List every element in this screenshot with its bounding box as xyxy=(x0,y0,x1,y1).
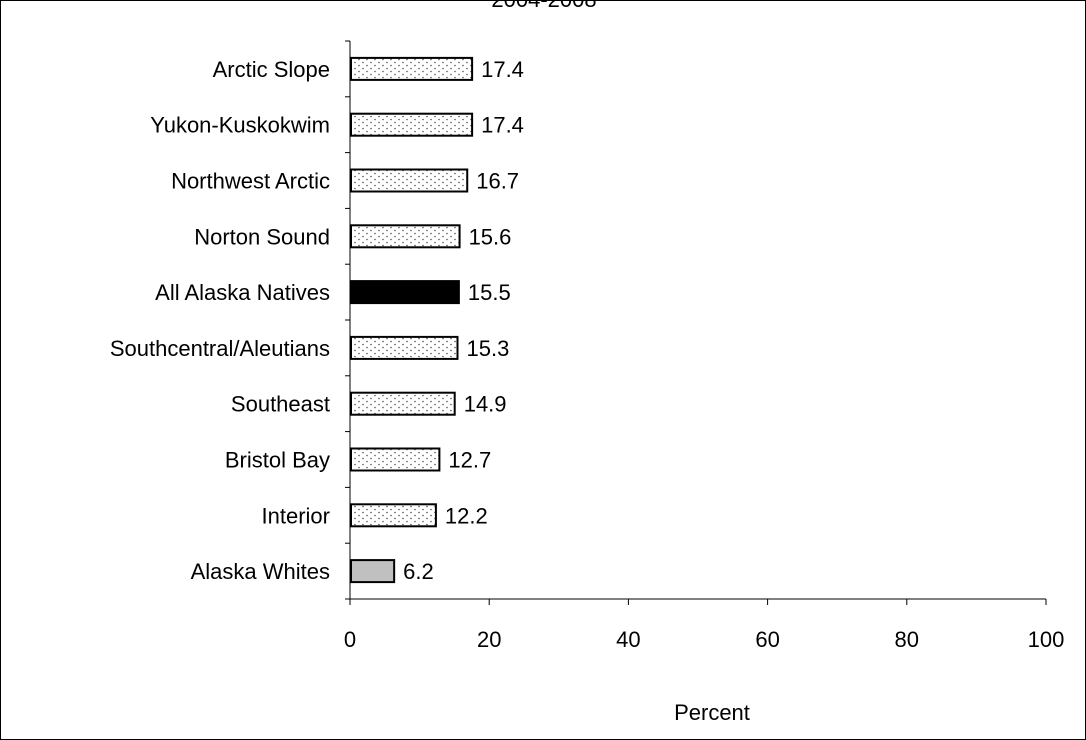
x-tick-label: 20 xyxy=(477,627,501,652)
data-label: 16.7 xyxy=(476,169,519,194)
plot-area: 0 20 40 60 80 100 Arctic Slope 17.4 Yukon-Kuskok… xyxy=(110,40,1065,652)
data-label: 15.3 xyxy=(466,336,509,361)
data-label: 17.4 xyxy=(481,57,524,82)
data-label: 15.5 xyxy=(468,280,511,305)
data-label: 12.7 xyxy=(448,448,491,473)
x-tick-label: 100 xyxy=(1028,627,1065,652)
category-label: All Alaska Natives xyxy=(155,280,330,305)
category-label: Northwest Arctic xyxy=(171,169,330,194)
category-label: Southeast xyxy=(231,392,330,417)
bar xyxy=(350,112,474,137)
category-label: Southcentral/Aleutians xyxy=(110,336,330,361)
data-label: 17.4 xyxy=(481,113,524,138)
data-label: 6.2 xyxy=(403,559,434,584)
category-label: Norton Sound xyxy=(194,224,330,249)
bar xyxy=(350,503,437,528)
category-label: Interior xyxy=(262,503,330,528)
data-label: 14.9 xyxy=(464,392,507,417)
category-label: Alaska Whites xyxy=(191,559,330,584)
bar xyxy=(350,335,459,360)
bar xyxy=(350,224,461,249)
category-label: Yukon-Kuskokwim xyxy=(150,113,330,138)
category-label: Arctic Slope xyxy=(213,57,330,82)
bar xyxy=(350,559,396,584)
x-tick-label: 40 xyxy=(616,627,640,652)
bar xyxy=(350,447,441,472)
chart-title: 2004-2008 xyxy=(491,1,596,12)
x-tick-label: 80 xyxy=(895,627,919,652)
bar xyxy=(350,391,456,416)
x-axis-title: Percent xyxy=(674,700,750,725)
data-label: 12.2 xyxy=(445,503,488,528)
bar xyxy=(350,280,460,305)
data-label: 15.6 xyxy=(469,224,512,249)
x-tick-label: 0 xyxy=(344,627,356,652)
bar xyxy=(350,168,469,193)
bar xyxy=(350,56,474,81)
category-label: Bristol Bay xyxy=(225,448,330,473)
x-tick-label: 60 xyxy=(755,627,779,652)
